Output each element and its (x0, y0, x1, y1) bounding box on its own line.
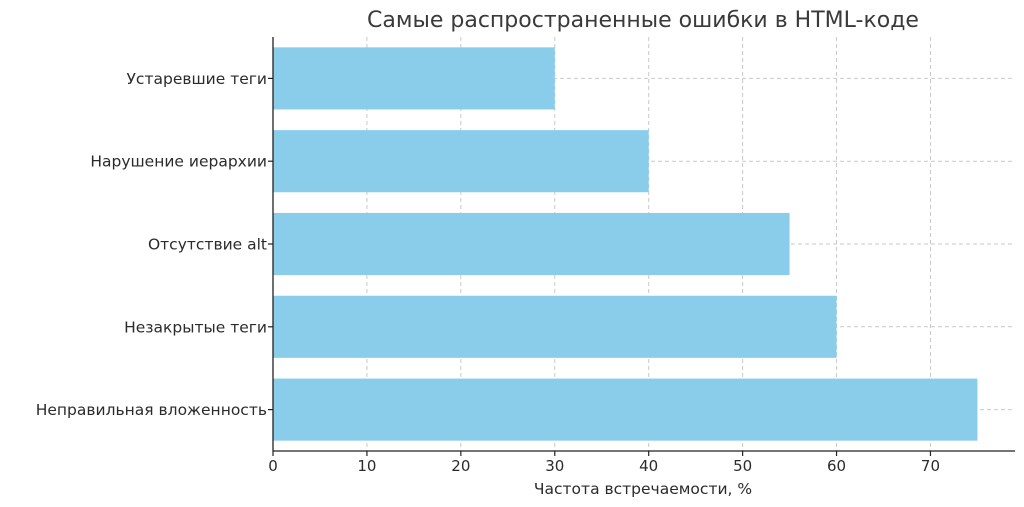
category-label: Отсутствие alt (148, 236, 267, 254)
x-tick-label: 0 (268, 457, 278, 475)
x-axis-label: Частота встречаемости, % (534, 480, 752, 498)
bar (273, 47, 555, 110)
bars (273, 47, 978, 441)
x-tick-label: 30 (545, 457, 564, 475)
category-label: Незакрытые теги (124, 318, 267, 336)
x-tick-label: 10 (357, 457, 376, 475)
x-tick-label: 70 (921, 457, 940, 475)
bar (273, 130, 649, 193)
x-axis-ticks: 0 10 20 30 40 50 60 70 (268, 77, 940, 475)
category-label: Устаревшие теги (126, 70, 267, 88)
bar (273, 295, 837, 358)
category-label: Неправильная вложенность (36, 401, 267, 419)
bar (273, 378, 978, 441)
x-tick-label: 40 (639, 457, 658, 475)
x-tick-label: 50 (733, 457, 752, 475)
bar (273, 212, 790, 276)
x-tick-label: 20 (451, 457, 470, 475)
category-label: Нарушение иерархии (90, 153, 267, 171)
x-tick-label: 60 (827, 457, 846, 475)
category-labels: Неправильная вложенность Незакрытые теги О… (36, 70, 267, 419)
chart-title: Самые распространенные ошибки в HTML-код… (367, 8, 919, 33)
